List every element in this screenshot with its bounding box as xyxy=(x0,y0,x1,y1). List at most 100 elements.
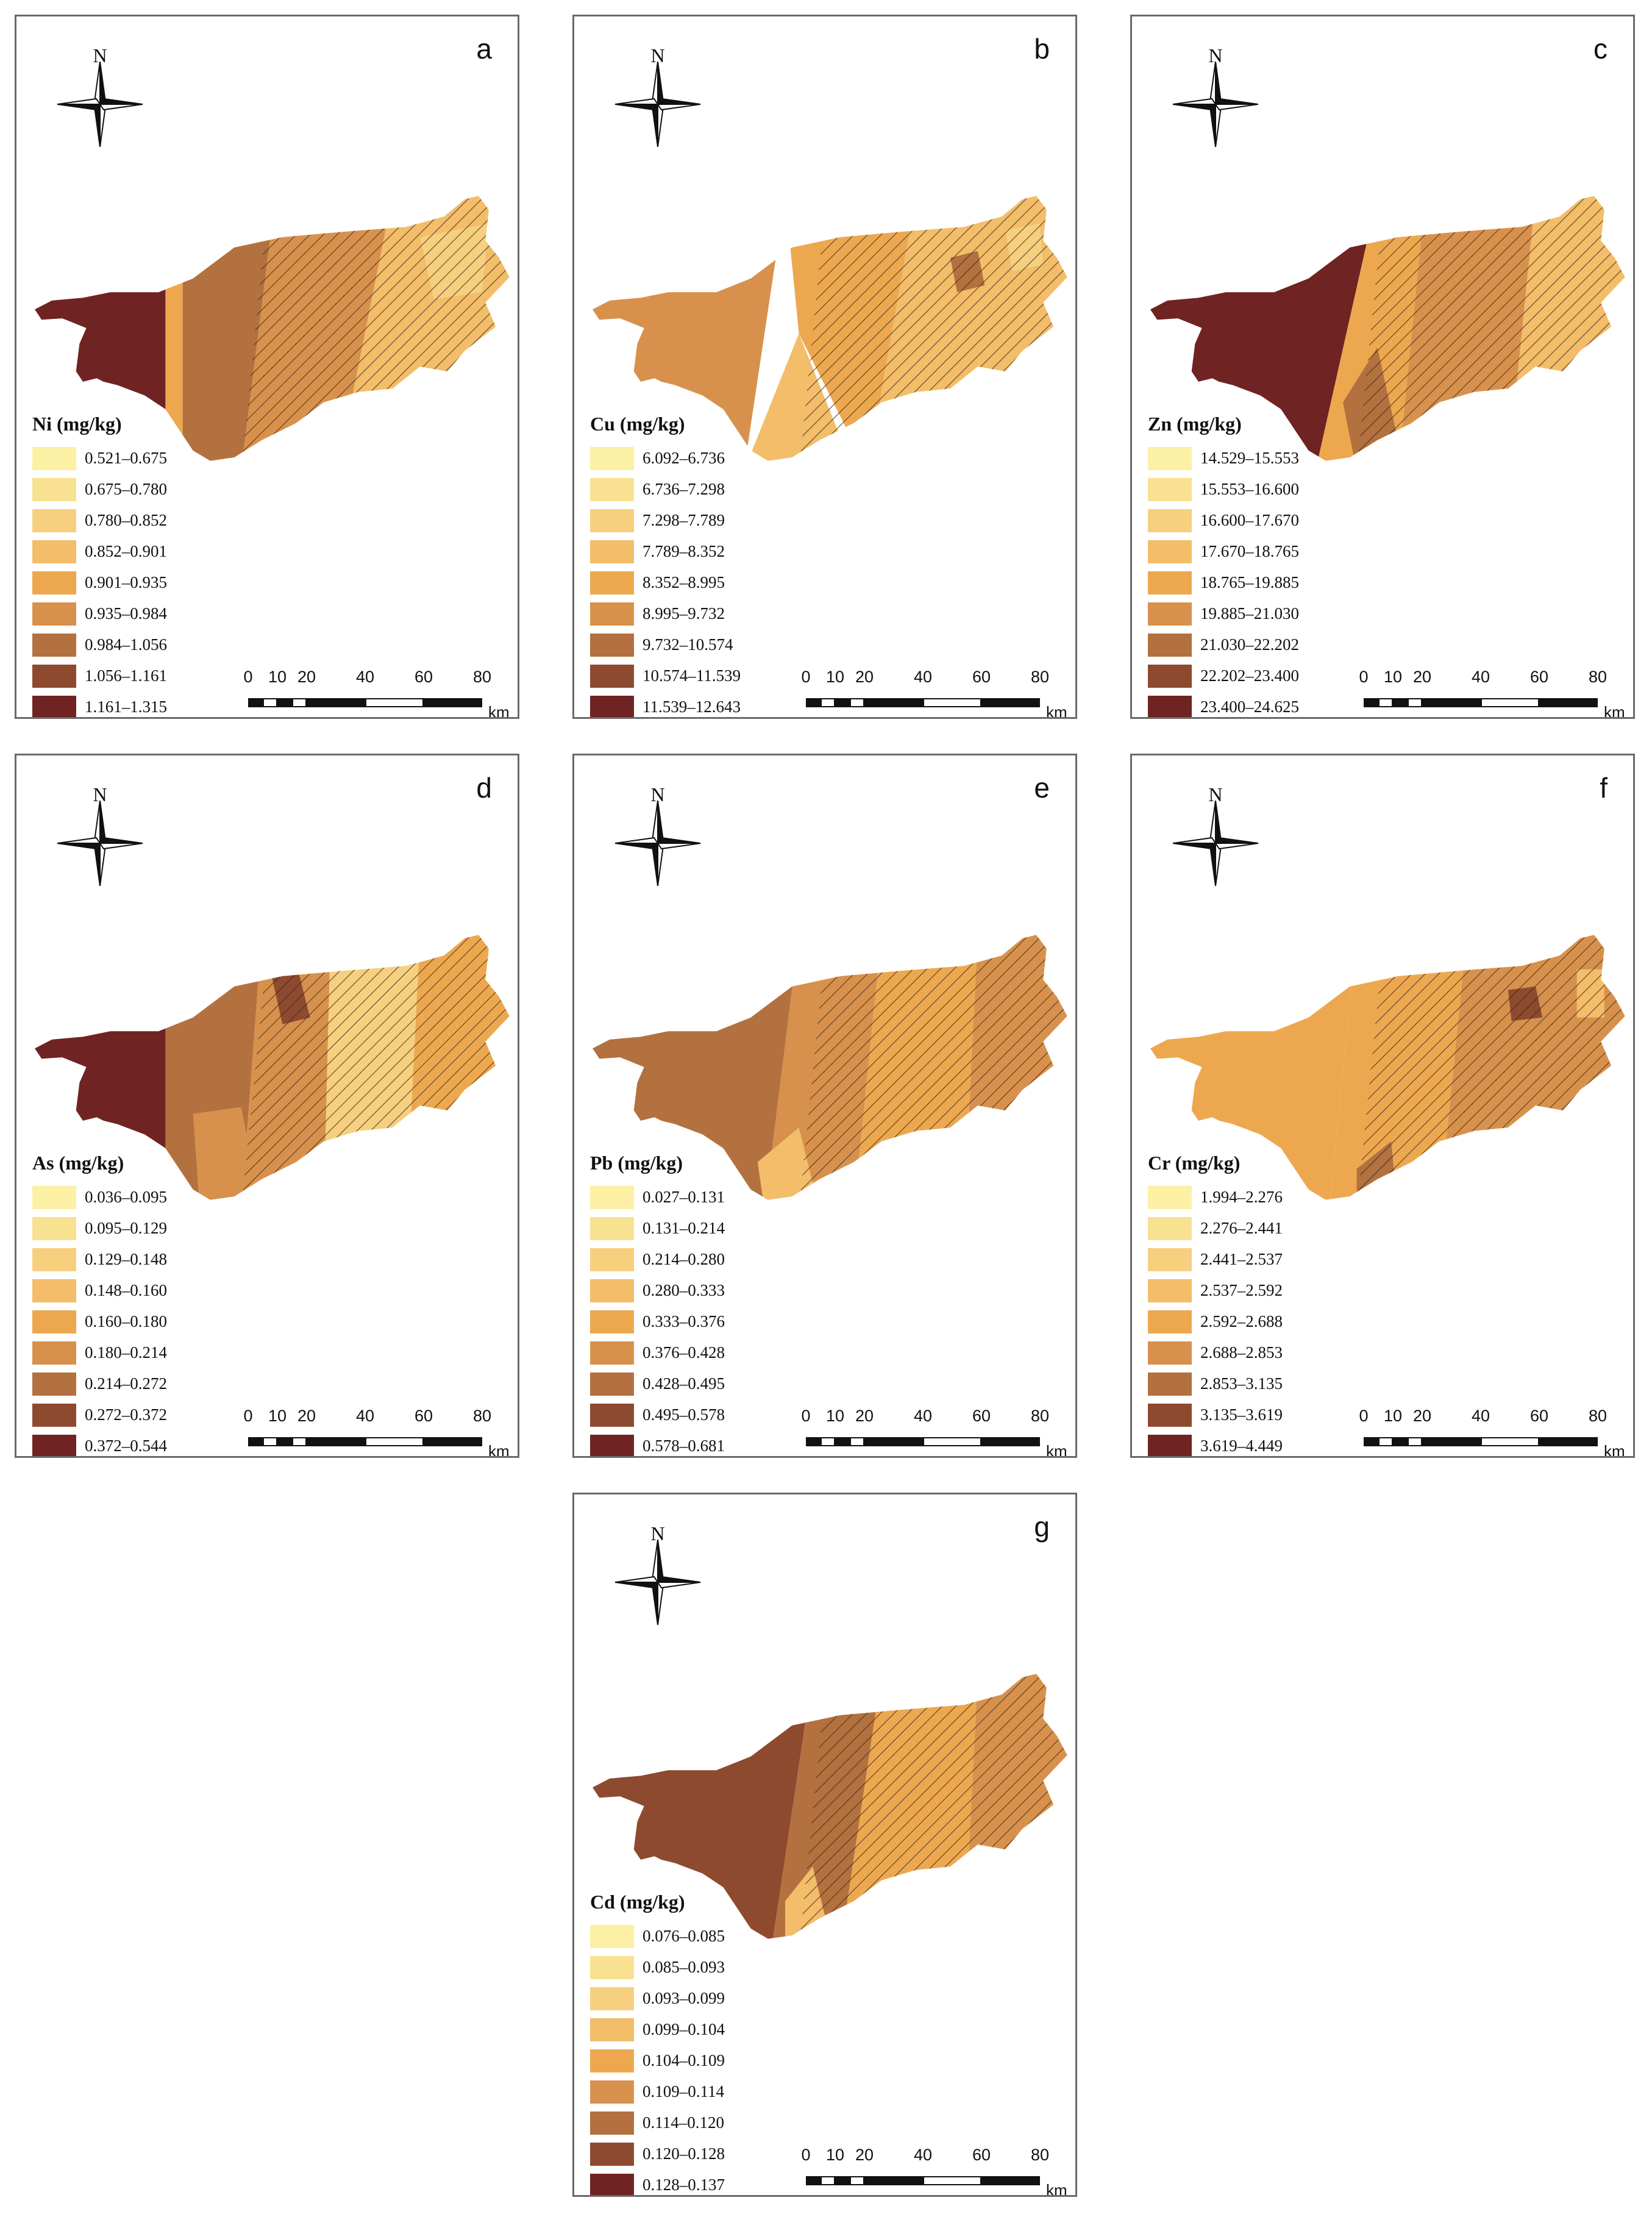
legend-item: 0.085–0.093 xyxy=(590,1952,725,1983)
legend-item: 6.736–7.298 xyxy=(590,474,741,505)
legend-swatch xyxy=(590,571,634,594)
legend-swatch xyxy=(32,1185,76,1209)
legend-swatch xyxy=(590,446,634,470)
legend-swatch xyxy=(32,1341,76,1365)
scale-tick-label: 20 xyxy=(1412,668,1432,686)
scale-segment xyxy=(864,698,923,707)
scale-tick-label: 20 xyxy=(1412,1407,1432,1425)
legend-item: 0.095–0.129 xyxy=(32,1213,167,1244)
north-label: N xyxy=(650,45,665,66)
scale-segment xyxy=(850,2176,864,2185)
legend-swatch xyxy=(590,1248,634,1271)
legend-label: 0.521–0.675 xyxy=(85,449,167,467)
legend-label: 19.885–21.030 xyxy=(1200,604,1299,623)
scale-unit: km xyxy=(1046,1442,1067,1458)
legend-label: 1.994–2.276 xyxy=(1200,1188,1283,1206)
scale-segment xyxy=(292,698,307,707)
scale-tick-label: 60 xyxy=(972,668,991,686)
scale-segment xyxy=(248,698,263,707)
scale-segment xyxy=(821,2176,835,2185)
legend-label: 8.995–9.732 xyxy=(643,604,725,623)
legend-swatch xyxy=(590,1185,634,1209)
study-area-map xyxy=(1150,196,1625,461)
legend-item: 0.109–0.114 xyxy=(590,2076,725,2107)
legend-label: 11.539–12.643 xyxy=(643,698,741,716)
scale-segment xyxy=(835,2176,850,2185)
legend-title: Cr (mg/kg) xyxy=(1148,1152,1241,1174)
legend-swatch xyxy=(32,1310,76,1333)
north-label: N xyxy=(1208,784,1223,805)
hatched-zone xyxy=(1356,196,1625,461)
north-arrow-icon: N xyxy=(612,45,703,148)
legend-label: 0.128–0.137 xyxy=(643,2176,725,2194)
legend-label: 0.901–0.935 xyxy=(85,573,167,591)
legend-swatch xyxy=(590,1341,634,1365)
legend-swatch xyxy=(1148,1372,1192,1396)
legend-label: 0.109–0.114 xyxy=(643,2082,724,2101)
legend-item: 22.202–23.400 xyxy=(1148,660,1299,691)
legend-swatch xyxy=(590,2173,634,2195)
scale-tick-label: 40 xyxy=(355,1407,375,1425)
scale-tick-label: 0 xyxy=(801,668,811,686)
legend-swatch xyxy=(1148,571,1192,594)
scale-segment xyxy=(263,698,277,707)
study-area-map xyxy=(593,196,1067,461)
scale-segment xyxy=(277,1437,292,1446)
legend-label: 0.093–0.099 xyxy=(643,1989,725,2007)
legend-item: 0.148–0.160 xyxy=(32,1275,167,1306)
legend-swatch xyxy=(32,446,76,470)
scale-tick-label: 40 xyxy=(913,668,933,686)
legend-item: 15.553–16.600 xyxy=(1148,474,1299,505)
scale-bar: 0 10 20 40 60 80 km xyxy=(800,2146,1068,2195)
panel-letter: b xyxy=(1034,33,1050,65)
legend-label: 6.092–6.736 xyxy=(643,449,725,467)
legend-item: 2.441–2.537 xyxy=(1148,1244,1283,1275)
scale-tick-label: 10 xyxy=(825,668,845,686)
map-panel-f: f N Cr (mg/kg) 1.994–2.276 2.276–2.441 2.441–… xyxy=(1130,754,1635,1458)
legend-item: 0.852–0.901 xyxy=(32,536,167,567)
legend-swatch xyxy=(32,633,76,657)
legend-item: 17.670–18.765 xyxy=(1148,536,1299,567)
legend-item: 0.935–0.984 xyxy=(32,598,167,629)
legend-label: 23.400–24.625 xyxy=(1200,698,1299,716)
legend-swatch xyxy=(32,509,76,532)
legend-label: 0.129–0.148 xyxy=(85,1250,167,1268)
legend-label: 3.619–4.449 xyxy=(1200,1437,1283,1455)
scale-segment xyxy=(806,1437,821,1446)
scale-tick-label: 60 xyxy=(972,2146,991,2164)
legend-item: 0.901–0.935 xyxy=(32,567,167,598)
legend-item: 0.093–0.099 xyxy=(590,1983,725,2014)
north-arrow-icon: N xyxy=(612,784,703,887)
legend-label: 0.852–0.901 xyxy=(85,542,167,560)
north-arrow-icon: N xyxy=(54,45,146,148)
legend-swatch xyxy=(1148,1248,1192,1271)
scale-segment xyxy=(1481,1437,1539,1446)
legend-item: 0.521–0.675 xyxy=(32,443,167,474)
legend-item: 19.885–21.030 xyxy=(1148,598,1299,629)
scale-tick-label: 10 xyxy=(268,1407,287,1425)
panel-letter: a xyxy=(476,33,492,65)
legend-swatch xyxy=(1148,1216,1192,1240)
legend-swatch xyxy=(590,2111,634,2135)
legend-swatch xyxy=(590,1279,634,1302)
legend-swatch xyxy=(1148,1434,1192,1456)
legend-item: 0.129–0.148 xyxy=(32,1244,167,1275)
legend-item: 0.675–0.780 xyxy=(32,474,167,505)
legend-label: 2.276–2.441 xyxy=(1200,1219,1283,1237)
legend-label: 2.441–2.537 xyxy=(1200,1250,1283,1268)
scale-segment xyxy=(981,2176,1040,2185)
scale-tick-label: 80 xyxy=(1588,1407,1607,1425)
map-panel-a: a N Ni (mg/kg) 0.521–0.675 0.675–0.780 0.780–… xyxy=(15,15,519,719)
scale-unit: km xyxy=(1604,1442,1625,1458)
legend-label: 10.574–11.539 xyxy=(643,666,741,685)
scale-segment xyxy=(1378,698,1393,707)
scale-segment xyxy=(277,698,292,707)
scale-segment xyxy=(864,1437,923,1446)
legend-swatch xyxy=(1148,509,1192,532)
legend-swatch xyxy=(1148,540,1192,563)
legend-swatch xyxy=(590,2049,634,2072)
legend-label: 2.592–2.688 xyxy=(1200,1312,1283,1330)
legend-swatch xyxy=(32,571,76,594)
scale-segment xyxy=(835,1437,850,1446)
legend-item: 18.765–19.885 xyxy=(1148,567,1299,598)
